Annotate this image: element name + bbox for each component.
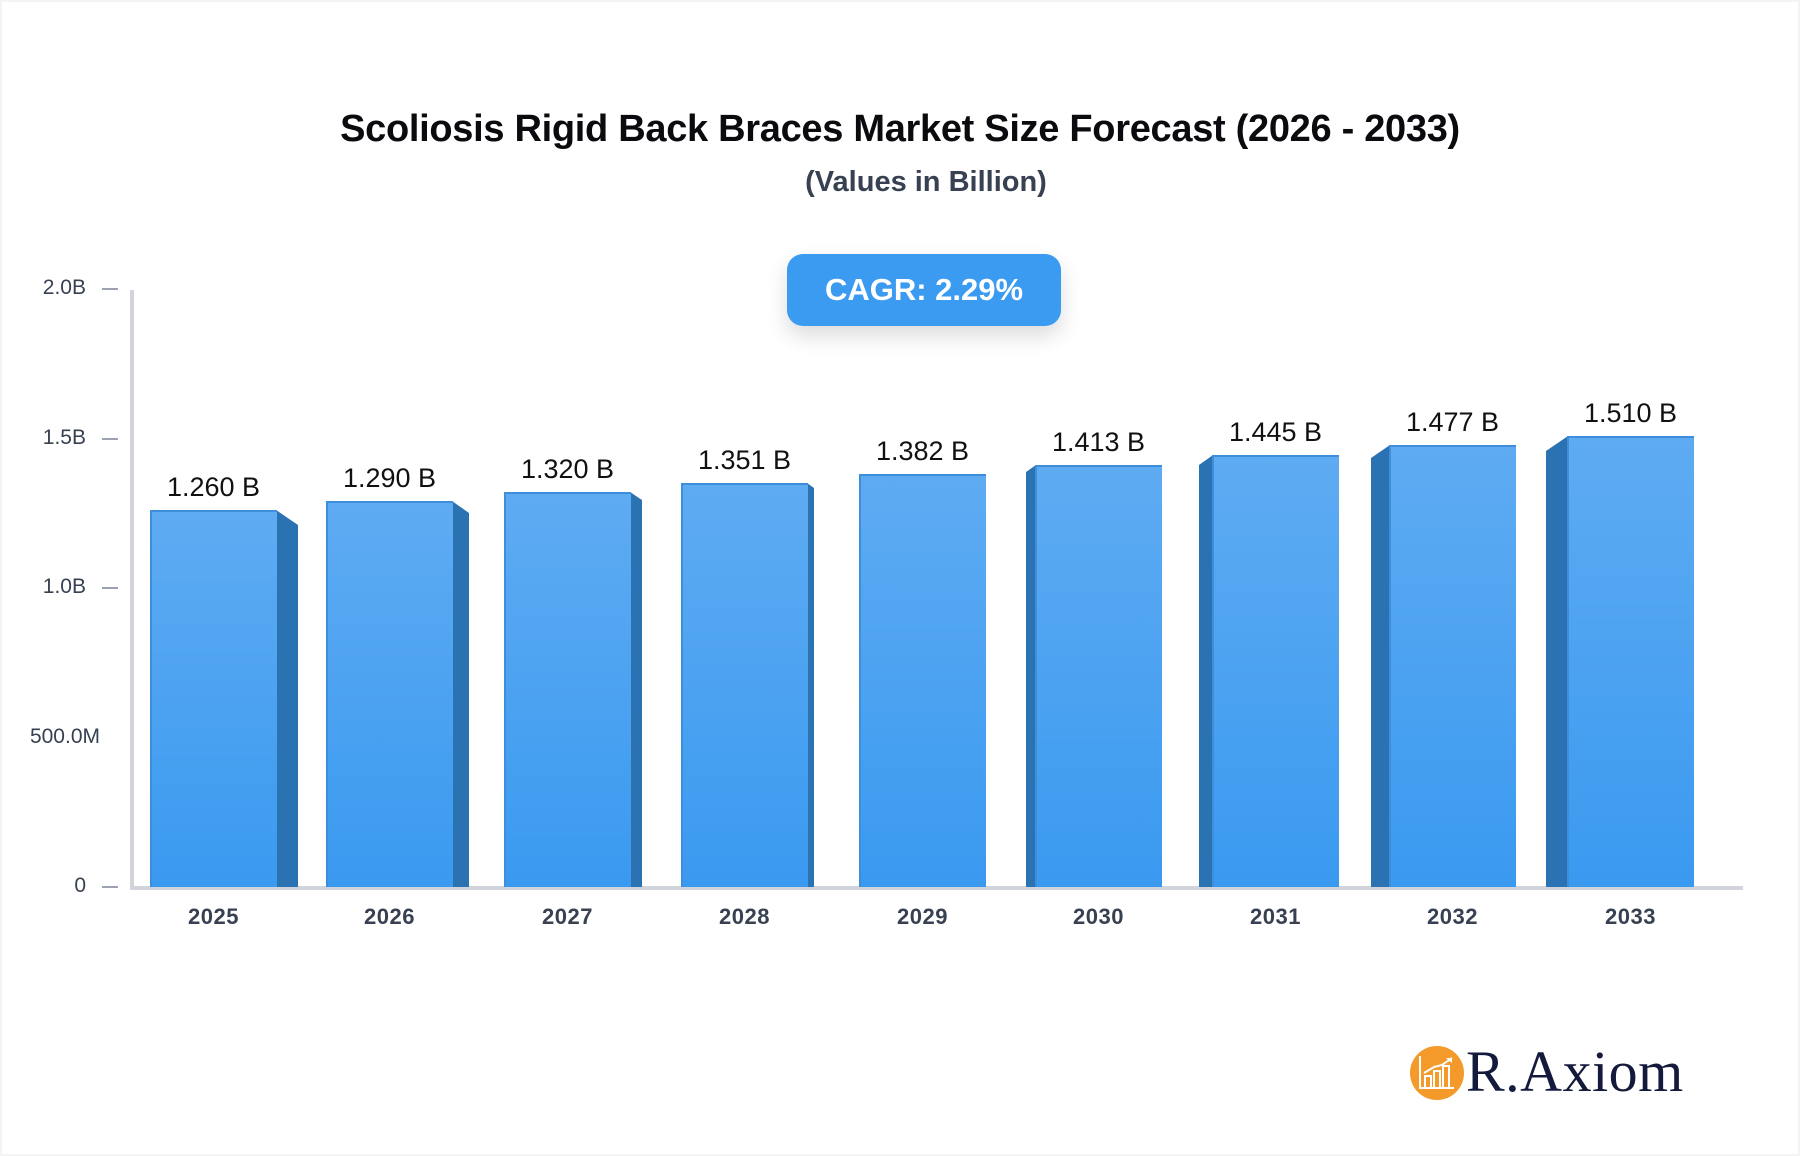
bar-2025[interactable] [150, 510, 277, 887]
y-tick-label: 0 [74, 874, 86, 897]
bar-side-face [1026, 465, 1036, 887]
cagr-badge: CAGR: 2.29% [787, 254, 1061, 326]
y-tick-label: 500.0M [29, 724, 100, 748]
bar-2031[interactable] [1212, 455, 1339, 887]
bar-side-face [452, 501, 469, 887]
bar-2032[interactable] [1389, 445, 1516, 887]
bar-2030[interactable] [1035, 465, 1162, 887]
bar-2033[interactable] [1567, 436, 1694, 887]
bar-value-label: 1.351 B [697, 445, 792, 475]
bar-side-face [1371, 445, 1390, 887]
y-tick-mark [102, 886, 118, 888]
bar-side-face [1546, 436, 1568, 887]
chart-growth-icon [1410, 1046, 1464, 1100]
bar-side-face [630, 492, 642, 887]
x-tick-label: 2029 [897, 904, 948, 929]
y-tick-label: 2.0B [42, 276, 86, 299]
bar-value-label: 1.510 B [1583, 398, 1678, 428]
x-axis-line [130, 886, 1743, 890]
y-axis-line [130, 290, 134, 889]
bar-value-label: 1.445 B [1228, 417, 1323, 447]
x-tick-label: 2033 [1605, 904, 1656, 929]
x-tick-label: 2032 [1427, 904, 1478, 929]
bar-value-label: 1.260 B [166, 472, 261, 502]
bar-2029[interactable] [859, 474, 986, 887]
y-tick-label: 1.5B [42, 425, 86, 449]
x-tick-label: 2027 [542, 904, 593, 929]
chart-subtitle: (Values in Billion) [805, 166, 1047, 198]
bar-value-label: 1.477 B [1405, 407, 1500, 437]
x-tick-label: 2031 [1250, 904, 1301, 929]
bar-value-label: 1.413 B [1051, 427, 1146, 457]
bar-value-label: 1.320 B [520, 454, 615, 484]
chart-title: Scoliosis Rigid Back Braces Market Size … [340, 108, 1460, 150]
x-tick-label: 2025 [188, 904, 239, 929]
bar-2028[interactable] [681, 483, 808, 887]
bar-side-face [276, 510, 298, 887]
x-tick-label: 2030 [1073, 904, 1124, 929]
y-tick-mark [102, 437, 118, 440]
x-tick-label: 2026 [364, 904, 415, 929]
bar-value-label: 1.382 B [875, 436, 970, 466]
x-tick-label: 2028 [719, 904, 770, 929]
bar-2027[interactable] [504, 492, 631, 887]
y-tick-label: 1.0B [42, 575, 86, 598]
bar-side-face [1199, 455, 1213, 887]
y-tick-mark [102, 288, 118, 290]
brand-name: R.Axiom [1466, 1039, 1684, 1104]
bar-2026[interactable] [326, 501, 453, 887]
bar-value-label: 1.290 B [342, 463, 437, 493]
y-tick-mark [102, 587, 118, 589]
bar-side-face [807, 483, 814, 887]
